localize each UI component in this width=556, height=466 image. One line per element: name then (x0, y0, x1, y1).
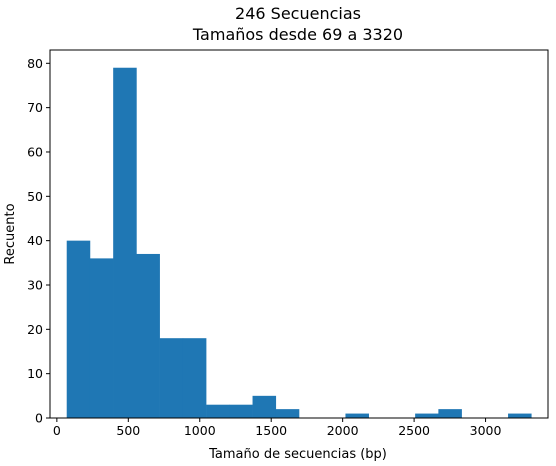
y-tick-label: 0 (35, 411, 43, 426)
x-axis-ticks: 0 500 1000 1500 2000 2500 3000 (53, 418, 502, 438)
x-tick-label: 1000 (184, 423, 216, 438)
x-tick-label: 0 (53, 423, 61, 438)
chart-title-line-2: Tamaños desde 69 a 3320 (192, 25, 403, 44)
y-tick-label: 30 (27, 277, 43, 292)
histogram-bar (159, 338, 184, 418)
y-tick-label: 60 (27, 144, 43, 159)
histogram-bar (345, 413, 369, 418)
plot-frame (49, 49, 549, 419)
histogram-bar (438, 409, 462, 418)
histogram-bar (89, 258, 114, 418)
chart-title-line-1: 246 Secuencias (235, 4, 361, 23)
histogram-bar (252, 395, 277, 418)
histogram-bar (415, 413, 439, 418)
histogram-bar (508, 413, 532, 418)
x-tick-label: 1500 (255, 423, 287, 438)
y-tick-label: 40 (27, 233, 43, 248)
y-axis-label: Recuento (3, 203, 18, 264)
x-tick-label: 3000 (470, 423, 502, 438)
histogram-bar (229, 404, 253, 418)
y-axis-ticks: 0 10 20 30 40 50 60 70 80 (27, 56, 50, 426)
y-tick-label: 80 (27, 56, 43, 71)
histogram-bar (136, 253, 160, 418)
y-tick-label: 10 (27, 366, 43, 381)
histogram-bar (206, 404, 230, 418)
bars-group (66, 67, 532, 419)
x-tick-label: 2500 (398, 423, 430, 438)
histogram-bar (66, 240, 91, 418)
histogram-bar (182, 338, 207, 418)
y-tick-label: 50 (27, 189, 43, 204)
histogram-bar (113, 67, 137, 419)
x-axis-label: Tamaño de secuencias (bp) (208, 447, 387, 462)
x-tick-label: 500 (116, 423, 140, 438)
y-tick-label: 20 (27, 322, 43, 337)
x-tick-label: 2000 (327, 423, 359, 438)
y-tick-label: 70 (27, 100, 43, 115)
histogram-bar (275, 409, 300, 418)
